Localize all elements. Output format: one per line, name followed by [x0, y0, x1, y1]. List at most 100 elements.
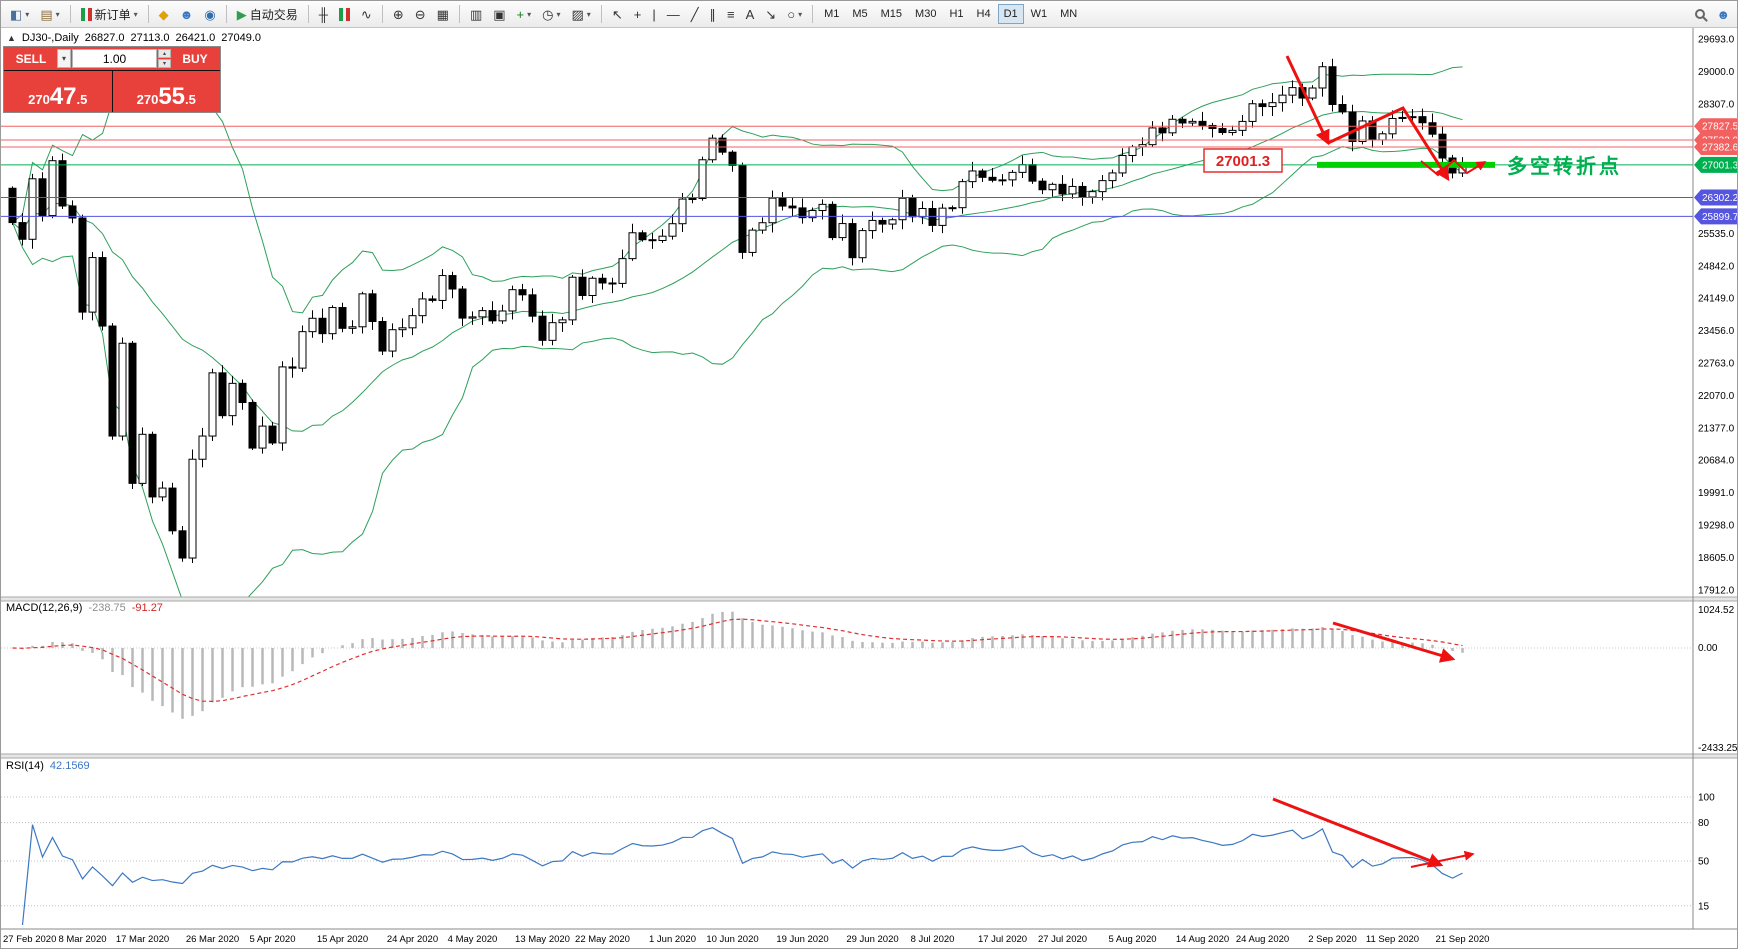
date-axis-label: 24 Apr 2020 — [387, 934, 438, 945]
market-button[interactable]: ◉ — [199, 3, 220, 25]
timeframe-w1-button[interactable]: W1 — [1025, 4, 1054, 24]
sell-price-display[interactable]: 270 47.5 — [4, 71, 112, 112]
candle-body — [118, 342, 127, 437]
buy-price-display[interactable]: 270 55.5 — [112, 71, 220, 112]
timeframe-m30-button[interactable]: M30 — [909, 4, 942, 24]
price-tag — [1694, 208, 1737, 225]
trend-arrow[interactable] — [1332, 621, 1456, 663]
add-indicator-button[interactable]: + ▾ — [512, 3, 537, 25]
candle-body — [688, 198, 697, 201]
date-axis-label: 21 Sep 2020 — [1436, 934, 1490, 945]
text-button[interactable]: A — [741, 3, 760, 25]
turning-point-text[interactable]: 多空转折点 — [1507, 154, 1622, 178]
trend-arrow[interactable] — [1272, 797, 1444, 868]
candle-body — [1438, 133, 1447, 159]
price-tag — [1694, 189, 1737, 206]
candle-body — [208, 372, 217, 437]
timeframe-h1-button[interactable]: H1 — [943, 4, 969, 24]
trend-arrow[interactable] — [1420, 158, 1487, 177]
ohlc-close: 27049.0 — [221, 32, 262, 44]
price-digits: 270 — [28, 92, 50, 108]
candle-body — [198, 435, 207, 460]
price-axis-label: 19991.0 — [1698, 488, 1735, 499]
price-digits: .5 — [185, 92, 196, 108]
trendline-button[interactable]: ╱ — [686, 3, 704, 25]
add-indicator-icon: + — [516, 6, 525, 22]
candle-body — [218, 372, 227, 417]
date-axis-label: 4 May 2020 — [448, 934, 498, 945]
candle-body — [8, 187, 17, 224]
data-window-button[interactable]: ▥ — [465, 3, 487, 25]
timeframe-d1-button[interactable]: D1 — [997, 4, 1024, 24]
candle-body — [1098, 180, 1107, 193]
candle-body — [1188, 120, 1197, 124]
new-chart-icon: ◧ — [10, 6, 23, 22]
new-order-button[interactable]: 新订单 ▾ — [76, 3, 143, 25]
macd-indicator-label: MACD(12,26,9) -238.75 -91.27 — [6, 602, 163, 614]
candle-body — [708, 137, 717, 161]
community-button[interactable]: ☻ — [175, 3, 199, 25]
zoom-out-icon: ⊖ — [414, 6, 426, 22]
candle-body — [288, 366, 297, 369]
one-click-collapse-icon[interactable]: ▲ — [7, 33, 16, 43]
panel-separator[interactable] — [1, 754, 1738, 758]
algo-trading-button[interactable]: ▶ 自动交易 — [232, 3, 303, 25]
crosshair-button[interactable]: + — [629, 3, 647, 25]
strategy-tester-button[interactable]: ▣ — [488, 3, 510, 25]
order-type-caret[interactable]: ▾ — [57, 49, 71, 68]
timeframe-m1-button[interactable]: M1 — [818, 4, 845, 24]
price-axis-label: 29693.0 — [1698, 35, 1735, 46]
candle-body — [978, 170, 987, 178]
volume-input[interactable]: 1.00 — [72, 49, 157, 68]
cursor-button[interactable]: ↖ — [607, 3, 628, 25]
algo-trading-label: 自动交易 — [249, 7, 298, 22]
line-chart-button[interactable]: ∿ — [356, 3, 377, 25]
arrows-button[interactable]: ↘ — [760, 3, 781, 25]
periods-button[interactable]: ◷ ▾ — [537, 3, 565, 25]
strategy-tester-icon: ▣ — [493, 6, 506, 22]
trend-arrow[interactable] — [1285, 55, 1330, 146]
tile-windows-icon: ▦ — [436, 6, 449, 22]
fibonacci-button[interactable]: ≡ — [722, 3, 740, 25]
profiles-button[interactable]: ▤ ▾ — [35, 3, 64, 25]
channel-button[interactable]: ∥ — [705, 3, 722, 25]
new-chart-button[interactable]: ◧ ▾ — [5, 3, 34, 25]
vertical-line-button[interactable]: | — [647, 3, 660, 25]
price-axis-label: 29000.0 — [1698, 67, 1735, 78]
zoom-out-button[interactable]: ⊖ — [410, 3, 431, 25]
trend-arrow[interactable] — [1410, 850, 1475, 868]
chat-button[interactable]: ☻ — [1711, 3, 1735, 25]
buy-button[interactable]: BUY — [182, 51, 208, 66]
candle-body — [1418, 116, 1427, 124]
wizard-button[interactable]: ◆ — [154, 3, 174, 25]
candle-body — [158, 487, 167, 498]
bars-chart-button[interactable]: ╫ — [314, 3, 333, 25]
date-axis-label: 5 Aug 2020 — [1108, 934, 1156, 945]
shapes-button[interactable]: ○ ▾ — [782, 3, 807, 25]
zoom-in-button[interactable]: ⊕ — [388, 3, 409, 25]
text-icon: A — [745, 6, 755, 22]
candle-body — [1268, 102, 1277, 108]
trend-arrow[interactable] — [1327, 106, 1450, 182]
tile-windows-button[interactable]: ▦ — [432, 3, 454, 25]
candle-body — [618, 258, 627, 284]
volume-up-button[interactable]: ▴ — [158, 49, 171, 58]
candles-chart-button[interactable] — [334, 3, 355, 25]
price-callout-box[interactable] — [1203, 148, 1283, 173]
price-tag-label: 25899.7 — [1702, 212, 1738, 223]
candle-body — [498, 310, 507, 322]
panel-separator[interactable] — [1, 597, 1738, 601]
candle-body — [878, 219, 887, 225]
timeframe-m5-button[interactable]: M5 — [846, 4, 873, 24]
templates-button[interactable]: ▨ ▾ — [567, 3, 596, 25]
sell-button[interactable]: SELL — [15, 51, 47, 66]
price-digits: .5 — [76, 92, 88, 108]
volume-down-button[interactable]: ▾ — [158, 59, 171, 68]
candle-body — [648, 239, 657, 242]
search-button[interactable] — [1690, 3, 1710, 25]
timeframe-h4-button[interactable]: H4 — [971, 4, 997, 24]
timeframe-mn-button[interactable]: MN — [1054, 4, 1083, 24]
horizontal-line-button[interactable]: — — [662, 3, 685, 25]
timeframe-m15-button[interactable]: M15 — [875, 4, 908, 24]
